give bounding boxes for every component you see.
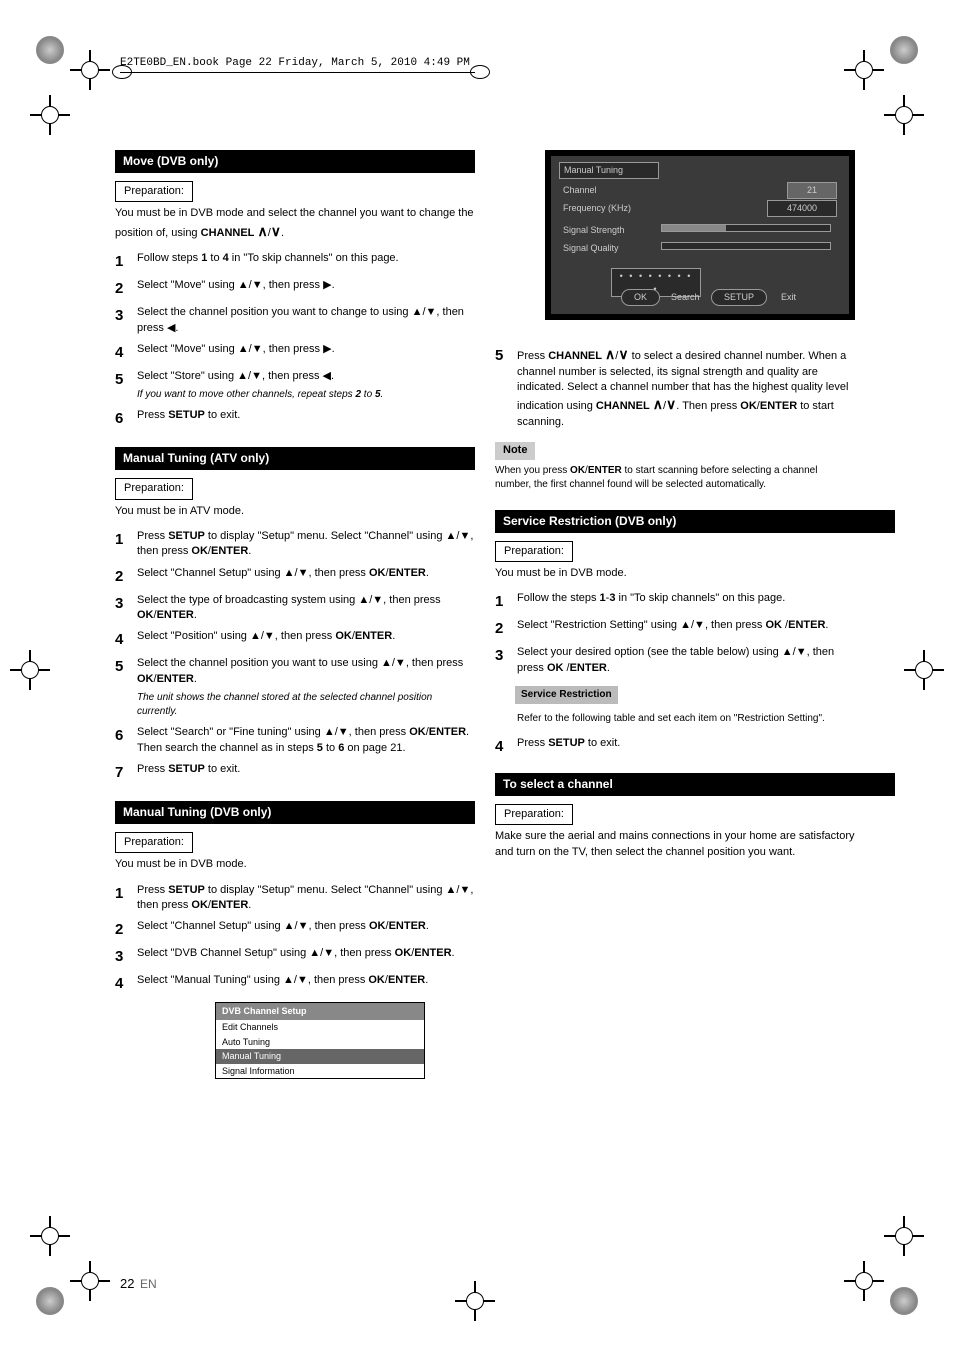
tuning-strength-bar <box>661 224 831 232</box>
s1-step6: 6Press SETUP to exit. <box>115 408 475 429</box>
tuning-strength: Signal Strength <box>563 224 625 237</box>
book-header: E2TE0BD_EN.book Page 22 Friday, March 5,… <box>120 57 470 69</box>
dvb-menu-item1: Edit Channels <box>216 1020 424 1035</box>
s3-step1: 1Press SETUP to display "Setup" menu. Se… <box>115 883 475 914</box>
s1-step4: 4Select "Move" using ▲/▼, then press ▶. <box>115 342 475 363</box>
prep-text-2: You must be in ATV mode. <box>115 504 475 519</box>
tuning-setup-btn: SETUP <box>711 289 767 306</box>
s1-step2: 2Select "Move" using ▲/▼, then press ▶. <box>115 278 475 299</box>
s2-step5: 5Select the channel position you want to… <box>115 656 475 719</box>
tuning-quality: Signal Quality <box>563 242 619 255</box>
prep-text-5: Make sure the aerial and mains connectio… <box>495 829 855 860</box>
section-restriction-header: Service Restriction (DVB only) <box>495 510 895 533</box>
tuning-screen: Manual Tuning Channel 21 Frequency (KHz)… <box>545 150 855 320</box>
s3-step2: 2Select "Channel Setup" using ▲/▼, then … <box>115 919 475 940</box>
tuning-ch-label: Channel <box>563 184 597 197</box>
header-line <box>120 72 475 73</box>
prep-text-1: You must be in DVB mode and select the c… <box>115 206 475 241</box>
service-restriction-link: Service Restriction <box>515 686 618 704</box>
s2-step1: 1Press SETUP to display "Setup" menu. Se… <box>115 529 475 560</box>
prep-text-3: You must be in DVB mode. <box>115 857 475 872</box>
reg-mark-bc <box>455 1281 495 1321</box>
tuning-title: Manual Tuning <box>559 162 659 179</box>
reg-mark-tr <box>884 30 924 70</box>
reg-mark-cr <box>904 650 944 690</box>
reg-mark-tl2 <box>70 50 110 90</box>
reg-mark-ml <box>30 95 70 135</box>
s3-step4: 4Select "Manual Tuning" using ▲/▼, then … <box>115 973 475 994</box>
s1-step5: 5Select "Store" using ▲/▼, then press ◀.… <box>115 369 475 402</box>
prep-label-5: Preparation: <box>495 804 573 825</box>
reg-mark-cl <box>10 650 50 690</box>
prep-label-2: Preparation: <box>115 478 193 499</box>
reg-mark-br <box>884 1281 924 1321</box>
tuning-freq-val: 474000 <box>767 200 837 217</box>
page-lang: EN <box>140 1277 157 1291</box>
prep-text-4: You must be in DVB mode. <box>495 566 855 581</box>
dvb-menu-item3: Manual Tuning <box>216 1049 424 1064</box>
s2-step6: 6Select "Search" or "Fine tuning" using … <box>115 725 475 756</box>
s2-step7: 7Press SETUP to exit. <box>115 762 475 783</box>
s4-step2: 2Select "Restriction Setting" using ▲/▼,… <box>495 618 855 639</box>
prep-label: Preparation: <box>115 181 193 202</box>
tuning-quality-bar <box>661 242 831 250</box>
s1-step3: 3Select the channel position you want to… <box>115 305 475 336</box>
reg-mark-mr <box>884 95 924 135</box>
tuning-search: Search <box>671 291 700 304</box>
reg-mark-mr2 <box>884 1216 924 1256</box>
section-mt-atv-header: Manual Tuning (ATV only) <box>115 447 475 470</box>
dvb-menu-item4: Signal Information <box>216 1064 424 1079</box>
tuning-ok-btn: OK <box>621 289 660 306</box>
reg-mark-ml2 <box>30 1216 70 1256</box>
dvb-menu-item2: Auto Tuning <box>216 1035 424 1050</box>
reg-mark-bl <box>30 1281 70 1321</box>
reg-mark-br2 <box>844 1261 884 1301</box>
reg-mark-tl <box>30 30 70 70</box>
reg-mark-bl2 <box>70 1261 110 1301</box>
prep-label-4: Preparation: <box>495 541 573 562</box>
restriction-table-caption: Refer to the following table and set eac… <box>517 712 855 726</box>
dvb-menu-title: DVB Channel Setup <box>216 1003 424 1020</box>
tuning-ch-val: 21 <box>787 182 837 199</box>
page-number: 22 <box>120 1276 134 1291</box>
s1-step1: 1Follow steps 1 to 4 in "To skip channel… <box>115 251 475 272</box>
section-mt-dvb-header: Manual Tuning (DVB only) <box>115 801 475 824</box>
prep-label-3: Preparation: <box>115 832 193 853</box>
s2-step2: 2Select "Channel Setup" using ▲/▼, then … <box>115 566 475 587</box>
dvb-menu-box: DVB Channel Setup Edit Channels Auto Tun… <box>215 1002 425 1079</box>
s3-step3: 3Select "DVB Channel Setup" using ▲/▼, t… <box>115 946 475 967</box>
section-select-channel-header: To select a channel <box>495 773 895 796</box>
note-label: Note <box>495 442 535 459</box>
right-column: Manual Tuning Channel 21 Frequency (KHz)… <box>495 150 855 870</box>
note-text: When you press OK/ENTER to start scannin… <box>495 464 855 492</box>
reg-mark-tr2 <box>844 50 884 90</box>
s4-step1: 1Follow the steps 1-3 in "To skip channe… <box>495 591 855 612</box>
s2-step4: 4Select "Position" using ▲/▼, then press… <box>115 629 475 650</box>
tuning-exit: Exit <box>781 291 796 304</box>
section-move-header: Move (DVB only) <box>115 150 475 173</box>
left-column: Move (DVB only) Preparation: You must be… <box>115 150 475 1087</box>
tuning-freq-label: Frequency (KHz) <box>563 202 631 215</box>
s3-step5: 5Press CHANNEL / to select a desired cha… <box>495 345 855 430</box>
s2-step3: 3Select the type of broadcasting system … <box>115 593 475 624</box>
s4-step4: 4Press SETUP to exit. <box>495 736 855 757</box>
s4-step3: 3Select your desired option (see the tab… <box>495 645 855 676</box>
